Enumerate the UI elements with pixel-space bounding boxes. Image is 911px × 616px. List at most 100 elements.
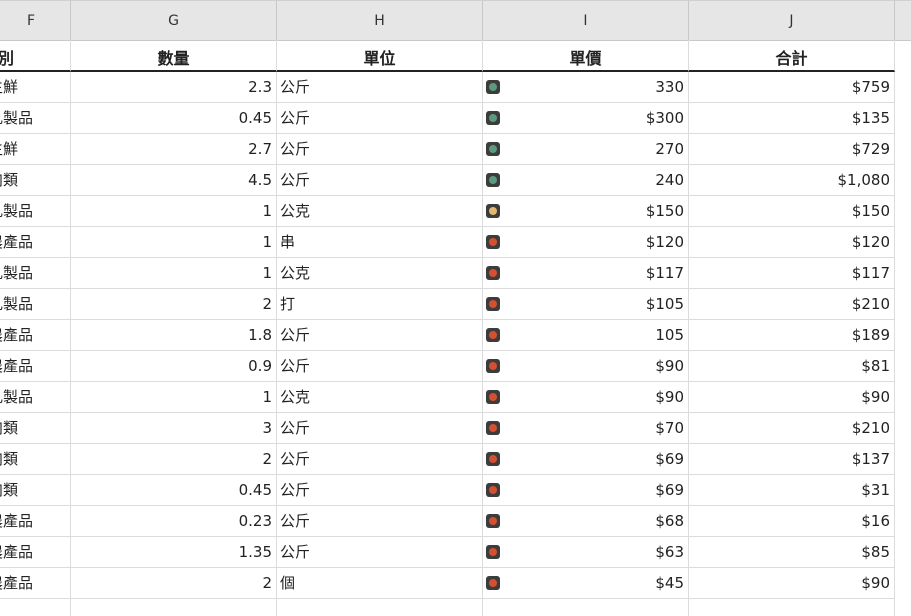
cell-quantity[interactable]: 2 (71, 289, 277, 320)
cell-unit[interactable]: 公斤 (277, 475, 483, 506)
cell-unit[interactable]: 公斤 (277, 444, 483, 475)
cell-unit-price[interactable]: $69 (483, 444, 689, 475)
empty-cell[interactable] (71, 599, 277, 616)
cell-unit[interactable]: 串 (277, 227, 483, 258)
cell-category[interactable]: 乳製品 (0, 103, 71, 134)
cell-total[interactable]: $90 (689, 568, 895, 599)
cell-unit-price[interactable]: $63 (483, 537, 689, 568)
cell-category[interactable]: 乳製品 (0, 289, 71, 320)
cell-unit-price[interactable]: $150 (483, 196, 689, 227)
cell-total[interactable]: $189 (689, 320, 895, 351)
cell-category[interactable]: 肉類 (0, 444, 71, 475)
cell-unit[interactable]: 公克 (277, 196, 483, 227)
cell-category[interactable]: 肉類 (0, 165, 71, 196)
cell-unit-price[interactable]: 270 (483, 134, 689, 165)
cell-unit-price[interactable]: $90 (483, 351, 689, 382)
cell-total[interactable]: $85 (689, 537, 895, 568)
cell-unit[interactable]: 個 (277, 568, 483, 599)
cell-quantity[interactable]: 0.9 (71, 351, 277, 382)
cell-unit[interactable]: 打 (277, 289, 483, 320)
cell-unit-price[interactable]: $70 (483, 413, 689, 444)
table-header-f[interactable]: 類別 (0, 40, 71, 72)
cell-category[interactable]: 農產品 (0, 320, 71, 351)
cell-category[interactable]: 農產品 (0, 568, 71, 599)
cell-category[interactable]: 農產品 (0, 537, 71, 568)
cell-category[interactable]: 肉類 (0, 413, 71, 444)
cell-unit-price[interactable]: $69 (483, 475, 689, 506)
cell-unit[interactable]: 公斤 (277, 537, 483, 568)
cell-quantity[interactable]: 1 (71, 382, 277, 413)
cell-category[interactable]: 乳製品 (0, 258, 71, 289)
cell-quantity[interactable]: 4.5 (71, 165, 277, 196)
cell-category[interactable]: 農產品 (0, 506, 71, 537)
cell-total[interactable]: $16 (689, 506, 895, 537)
cell-unit-price[interactable]: 240 (483, 165, 689, 196)
cell-unit-price[interactable]: $120 (483, 227, 689, 258)
cell-unit[interactable]: 公斤 (277, 72, 483, 103)
cell-category[interactable]: 肉類 (0, 475, 71, 506)
column-header-h[interactable]: H (277, 1, 483, 40)
cell-quantity[interactable]: 2.3 (71, 72, 277, 103)
cell-quantity[interactable]: 1.35 (71, 537, 277, 568)
table-header-h[interactable]: 單位 (277, 40, 483, 72)
cell-unit-price[interactable]: $45 (483, 568, 689, 599)
cell-quantity[interactable]: 1 (71, 227, 277, 258)
cell-unit[interactable]: 公斤 (277, 165, 483, 196)
cell-category[interactable]: 農產品 (0, 351, 71, 382)
cell-total[interactable]: $1,080 (689, 165, 895, 196)
table-header-i[interactable]: 單價 (483, 40, 689, 72)
column-header-i[interactable]: I (483, 1, 689, 40)
column-header-g[interactable]: G (71, 1, 277, 40)
empty-cell[interactable] (0, 599, 71, 616)
cell-quantity[interactable]: 1.8 (71, 320, 277, 351)
cell-quantity[interactable]: 1 (71, 196, 277, 227)
cell-unit-price[interactable]: $117 (483, 258, 689, 289)
cell-total[interactable]: $117 (689, 258, 895, 289)
cell-total[interactable]: $729 (689, 134, 895, 165)
cell-unit[interactable]: 公斤 (277, 413, 483, 444)
empty-cell[interactable] (483, 599, 689, 616)
cell-unit-price[interactable]: $68 (483, 506, 689, 537)
cell-unit[interactable]: 公斤 (277, 506, 483, 537)
cell-total[interactable]: $31 (689, 475, 895, 506)
cell-quantity[interactable]: 1 (71, 258, 277, 289)
cell-quantity[interactable]: 0.45 (71, 475, 277, 506)
cell-quantity[interactable]: 3 (71, 413, 277, 444)
column-header-f[interactable]: F (0, 1, 71, 40)
cell-category[interactable]: 生鮮 (0, 134, 71, 165)
cell-total[interactable]: $81 (689, 351, 895, 382)
cell-total[interactable]: $210 (689, 289, 895, 320)
column-header-j[interactable]: J (689, 1, 895, 40)
cell-category[interactable]: 乳製品 (0, 196, 71, 227)
cell-unit-price[interactable]: 330 (483, 72, 689, 103)
cell-quantity[interactable]: 2 (71, 568, 277, 599)
cell-unit[interactable]: 公斤 (277, 351, 483, 382)
cell-unit[interactable]: 公克 (277, 382, 483, 413)
cell-total[interactable]: $210 (689, 413, 895, 444)
cell-unit-price[interactable]: $300 (483, 103, 689, 134)
cell-quantity[interactable]: 2 (71, 444, 277, 475)
cell-category[interactable]: 乳製品 (0, 382, 71, 413)
cell-unit[interactable]: 公斤 (277, 103, 483, 134)
cell-quantity[interactable]: 0.23 (71, 506, 277, 537)
cell-total[interactable]: $759 (689, 72, 895, 103)
cell-unit[interactable]: 公斤 (277, 320, 483, 351)
cell-total[interactable]: $135 (689, 103, 895, 134)
cell-unit[interactable]: 公克 (277, 258, 483, 289)
empty-cell[interactable] (277, 599, 483, 616)
cell-category[interactable]: 生鮮 (0, 72, 71, 103)
cell-total[interactable]: $90 (689, 382, 895, 413)
cell-unit-price[interactable]: 105 (483, 320, 689, 351)
cell-category[interactable]: 農產品 (0, 227, 71, 258)
table-header-j[interactable]: 合計 (689, 40, 895, 72)
table-header-g[interactable]: 數量 (71, 40, 277, 72)
cell-unit[interactable]: 公斤 (277, 134, 483, 165)
cell-total[interactable]: $150 (689, 196, 895, 227)
cell-total[interactable]: $137 (689, 444, 895, 475)
cell-quantity[interactable]: 2.7 (71, 134, 277, 165)
cell-unit-price[interactable]: $105 (483, 289, 689, 320)
cell-quantity[interactable]: 0.45 (71, 103, 277, 134)
empty-cell[interactable] (689, 599, 895, 616)
cell-total[interactable]: $120 (689, 227, 895, 258)
